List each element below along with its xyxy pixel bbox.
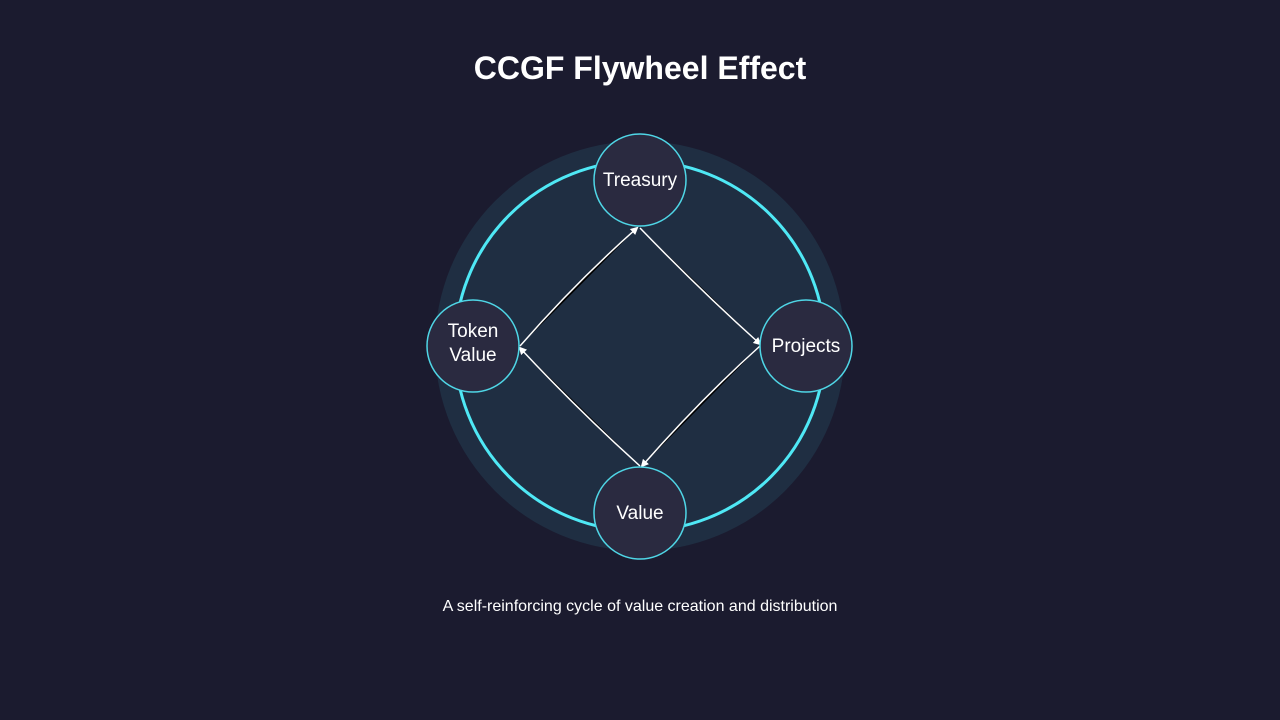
- node-projects: Projects: [759, 299, 853, 393]
- node-circle: [426, 299, 520, 393]
- wheel-background: [435, 141, 845, 551]
- node-label: Treasury: [603, 170, 678, 191]
- diagram-caption: A self-reinforcing cycle of value creati…: [442, 598, 838, 615]
- arrow-value-to-token-value: [518, 346, 641, 467]
- arrow-projects-to-value: [640, 345, 761, 468]
- node-circle: [759, 299, 853, 393]
- node-label-line-2: Value: [449, 345, 496, 366]
- diagram-title: CCGF Flywheel Effect: [473, 50, 807, 86]
- arrow-token-value-to-treasury: [519, 226, 639, 347]
- node-label-line-1: Token: [448, 321, 499, 342]
- node-label: Value: [616, 503, 663, 524]
- node-value: Value: [593, 466, 687, 560]
- arrow-treasury-to-projects: [639, 227, 762, 346]
- node-label: Projects: [772, 336, 841, 357]
- node-treasury: Treasury: [593, 133, 687, 227]
- node-circle: [593, 133, 687, 227]
- node-circle: [593, 466, 687, 560]
- node-token-value: Token Value: [426, 299, 520, 393]
